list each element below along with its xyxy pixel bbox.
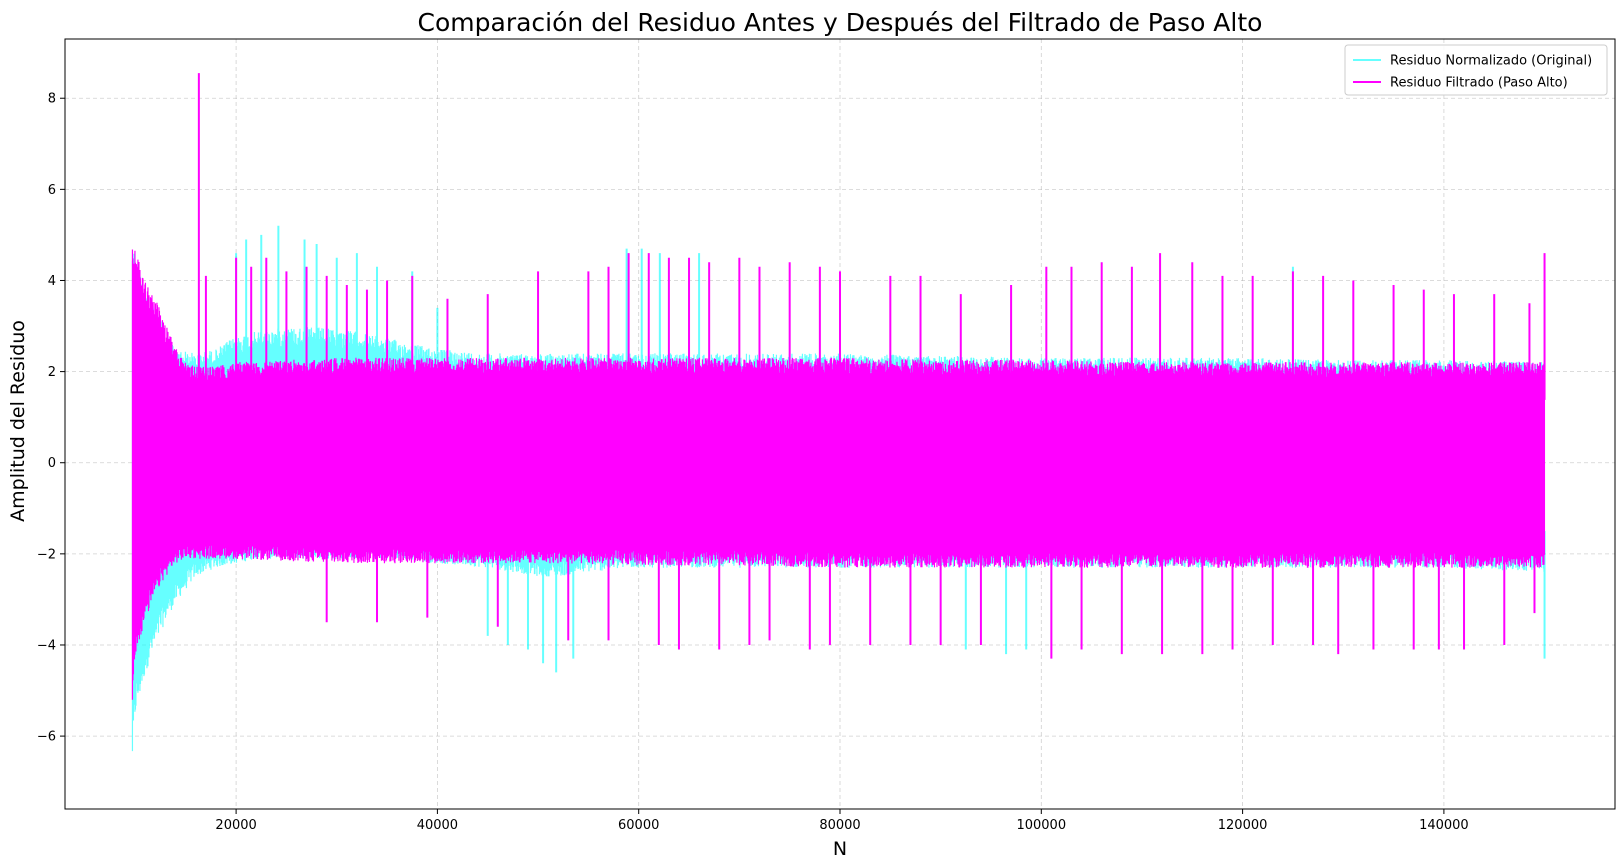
y-tick-label: −2 <box>37 547 56 562</box>
y-tick-label: 6 <box>48 183 56 198</box>
x-tick-label: 100000 <box>1016 818 1066 833</box>
x-axis: 20000 40000 60000 80000 100000 120000 140000 <box>215 809 1469 833</box>
x-tick-label: 40000 <box>417 818 458 833</box>
legend-box <box>1344 44 1608 96</box>
y-tick-label: 4 <box>48 274 56 289</box>
chart-title: Comparación del Residuo Antes y Después … <box>418 8 1263 37</box>
x-tick-label: 20000 <box>215 818 256 833</box>
series-trace <box>131 249 1546 700</box>
x-tick-label: 120000 <box>1218 818 1268 833</box>
y-tick-label: −6 <box>37 730 56 745</box>
plot-area <box>131 73 1546 752</box>
y-tick-label: 8 <box>48 92 56 107</box>
y-tick-label: −4 <box>37 638 56 653</box>
x-axis-label: N <box>833 838 847 860</box>
y-axis: −6 −4 −2 0 2 4 6 8 <box>37 92 65 745</box>
legend-label: Residuo Filtrado (Paso Alto) <box>1390 76 1568 91</box>
x-tick-label: 60000 <box>618 818 659 833</box>
y-tick-label: 2 <box>48 365 56 380</box>
legend-label: Residuo Normalizado (Original) <box>1390 54 1592 69</box>
x-tick-label: 80000 <box>819 818 860 833</box>
legend: Residuo Normalizado (Original) Residuo Fi… <box>1344 44 1608 96</box>
series-filtered <box>131 73 1546 700</box>
y-axis-label: Amplitud del Residuo <box>7 320 29 522</box>
y-tick-label: 0 <box>48 456 56 471</box>
x-tick-label: 140000 <box>1419 818 1469 833</box>
